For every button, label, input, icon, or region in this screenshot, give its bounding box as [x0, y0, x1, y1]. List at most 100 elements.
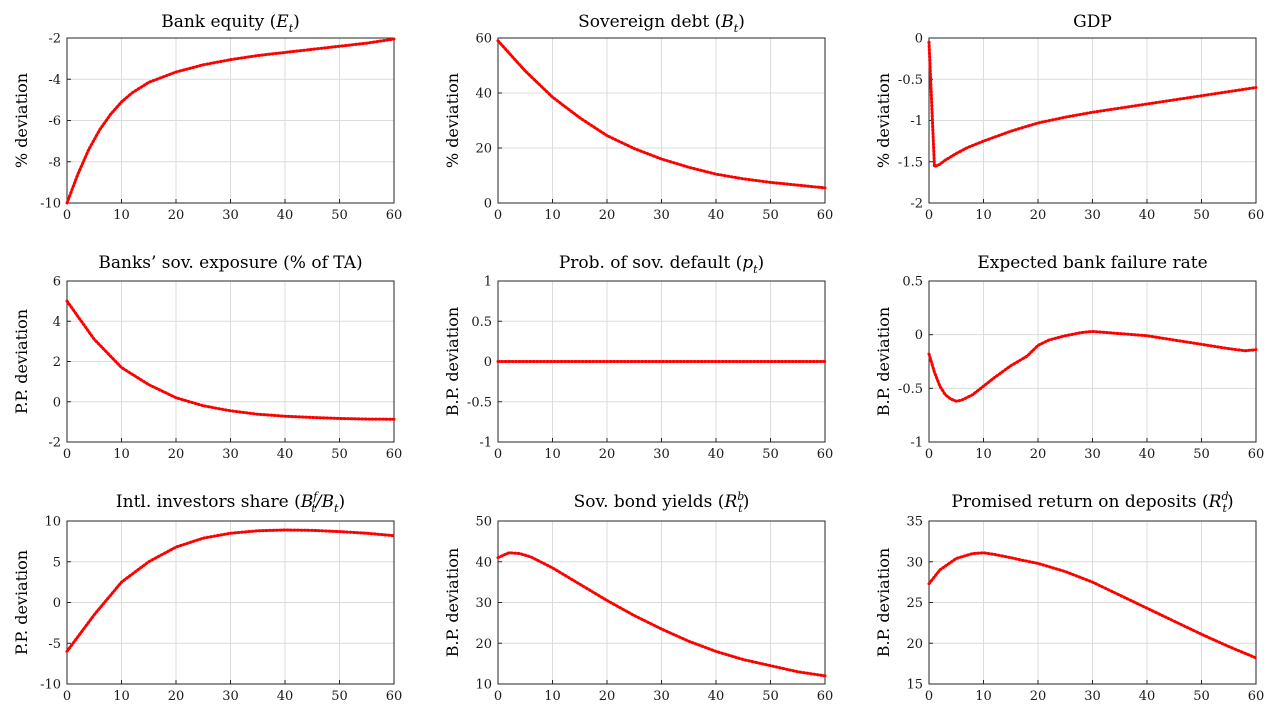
- y-axis-label: % deviation: [12, 73, 31, 168]
- x-tick-label: 30: [1084, 689, 1101, 704]
- y-tick-label: 4: [53, 315, 61, 330]
- y-tick-label: 10: [44, 515, 61, 530]
- x-tick-label: 20: [599, 689, 616, 704]
- x-tick-label: 20: [168, 689, 185, 704]
- x-tick-label: 20: [168, 447, 185, 462]
- x-tick-label: 20: [1030, 689, 1047, 704]
- x-tick-label: 10: [544, 208, 561, 223]
- x-tick-label: 30: [222, 447, 239, 462]
- series-line: [927, 551, 1258, 660]
- series-line: [927, 40, 1258, 169]
- y-axis-label: P.P. deviation: [12, 309, 31, 414]
- y-tick-label: -0.5: [898, 73, 923, 88]
- x-tick-label: 50: [331, 689, 348, 704]
- x-tick-label: 40: [277, 447, 294, 462]
- x-tick-label: 60: [1248, 447, 1265, 462]
- x-tick-label: 60: [386, 447, 403, 462]
- x-tick-label: 20: [1030, 447, 1047, 462]
- y-tick-label: -5: [48, 637, 61, 652]
- x-tick-label: 30: [1084, 447, 1101, 462]
- y-tick-label: 0.5: [902, 275, 923, 290]
- x-tick-label: 20: [1030, 208, 1047, 223]
- y-tick-label: 20: [475, 637, 492, 652]
- x-tick-label: 50: [762, 208, 779, 223]
- x-tick-label: 50: [1193, 447, 1210, 462]
- subplot-6: 0 10 20 30 40 50 60 -1 -0.5 0 0.5 B.P. deviation Exp…: [874, 253, 1264, 462]
- x-tick-label: 40: [277, 208, 294, 223]
- y-axis-label: % deviation: [874, 73, 893, 168]
- y-axis-label: P.P. deviation: [12, 550, 31, 655]
- y-tick-label: -1.5: [898, 155, 923, 170]
- series-line: [65, 299, 396, 421]
- y-tick-label: 50: [475, 515, 492, 530]
- series-line: [496, 39, 827, 190]
- x-tick-label: 60: [817, 689, 834, 704]
- series-line: [65, 37, 396, 205]
- x-tick-label: 50: [331, 208, 348, 223]
- y-tick-label: 2: [53, 355, 61, 370]
- y-tick-label: -1: [479, 436, 492, 451]
- x-tick-label: 10: [544, 447, 561, 462]
- x-tick-label: 10: [975, 208, 992, 223]
- x-tick-label: 30: [222, 689, 239, 704]
- chart-title: Bank equity (Et): [161, 12, 300, 35]
- x-tick-label: 0: [494, 208, 502, 223]
- x-tick-label: 40: [708, 689, 725, 704]
- y-tick-label: 30: [475, 596, 492, 611]
- x-tick-label: 40: [708, 447, 725, 462]
- chart-title: Sov. bond yields (Rb t): [574, 490, 750, 515]
- x-tick-label: 0: [63, 447, 71, 462]
- y-tick-label: -1: [910, 114, 923, 129]
- x-tick-label: 30: [1084, 208, 1101, 223]
- y-tick-label: 0: [484, 355, 492, 370]
- x-tick-label: 30: [653, 689, 670, 704]
- x-tick-label: 0: [925, 208, 933, 223]
- y-tick-label: 20: [906, 637, 923, 652]
- y-tick-label: 30: [906, 555, 923, 570]
- y-tick-label: -10: [40, 197, 61, 212]
- x-tick-label: 0: [925, 447, 933, 462]
- chart-title: Prob. of sov. default (pt): [559, 253, 764, 276]
- x-tick-label: 0: [494, 689, 502, 704]
- x-tick-label: 30: [653, 447, 670, 462]
- y-tick-label: 25: [906, 596, 923, 611]
- x-tick-label: 60: [1248, 208, 1265, 223]
- x-tick-label: 50: [1193, 208, 1210, 223]
- y-tick-label: 40: [475, 555, 492, 570]
- x-tick-label: 20: [168, 208, 185, 223]
- series-line: [496, 551, 827, 678]
- chart-title: Expected bank failure rate: [977, 253, 1207, 273]
- subplot-7: 0 10 20 30 40 50 60 -10 -5 0 5 10 P.P. deviation Intl…: [12, 490, 402, 704]
- x-tick-label: 50: [762, 689, 779, 704]
- x-tick-label: 10: [113, 447, 130, 462]
- x-tick-label: 40: [708, 208, 725, 223]
- x-tick-label: 40: [277, 689, 294, 704]
- y-tick-label: -10: [40, 678, 61, 693]
- y-tick-label: 15: [906, 678, 923, 693]
- y-tick-label: -6: [48, 114, 61, 129]
- y-tick-label: 10: [475, 678, 492, 693]
- y-axis-label: B.P. deviation: [443, 548, 462, 657]
- x-tick-label: 30: [222, 208, 239, 223]
- series-line: [927, 329, 1258, 403]
- y-tick-label: -2: [48, 32, 61, 47]
- x-tick-label: 0: [494, 447, 502, 462]
- y-axis-label: B.P. deviation: [443, 307, 462, 416]
- y-tick-label: 0: [53, 395, 61, 410]
- y-tick-label: 5: [53, 555, 61, 570]
- x-tick-label: 10: [975, 447, 992, 462]
- y-tick-label: 0.5: [471, 315, 492, 330]
- subplot-2: 0 10 20 30 40 50 60 0 20 40 60 % deviation Sovereign…: [443, 12, 833, 223]
- y-tick-label: -2: [48, 436, 61, 451]
- y-tick-label: -2: [910, 197, 923, 212]
- y-tick-label: -4: [48, 73, 61, 88]
- x-tick-label: 10: [113, 208, 130, 223]
- x-tick-label: 10: [544, 689, 561, 704]
- y-axis-label: % deviation: [443, 73, 462, 168]
- x-tick-label: 50: [762, 447, 779, 462]
- y-tick-label: -0.5: [467, 395, 492, 410]
- x-tick-label: 20: [599, 208, 616, 223]
